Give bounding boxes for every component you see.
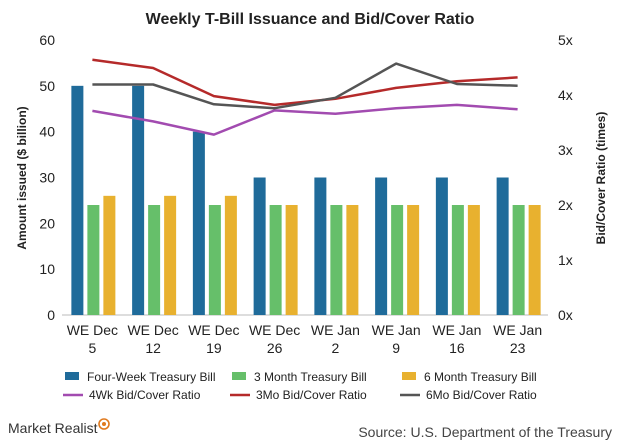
x-tick-label-line: WE Dec bbox=[67, 322, 118, 338]
y-axis-right: 0x 1x 2x 3x 4x 5x bbox=[558, 32, 573, 323]
y2-tick-label: 3x bbox=[558, 142, 573, 158]
y2-tick-label: 4x bbox=[558, 87, 573, 103]
x-tick-label-line: 2 bbox=[331, 340, 339, 356]
x-tick-label-line: WE Jan bbox=[372, 322, 421, 338]
x-tick-label-line: 5 bbox=[88, 340, 96, 356]
y2-tick-label: 1x bbox=[558, 252, 573, 268]
x-tick-label: WE Dec 5 bbox=[67, 322, 118, 356]
bar bbox=[224, 195, 237, 315]
y-tick-label: 10 bbox=[39, 261, 55, 277]
x-tick-label: WE Jan 9 bbox=[372, 322, 421, 356]
legend: Four-Week Treasury Bill 3 Month Treasury … bbox=[63, 370, 537, 402]
y-tick-label: 40 bbox=[39, 124, 55, 140]
x-tick-label-line: WE Jan bbox=[432, 322, 481, 338]
bar bbox=[314, 177, 327, 315]
bar bbox=[285, 205, 298, 315]
brand-mark-icon bbox=[98, 418, 110, 430]
legend-label: 4Wk Bid/Cover Ratio bbox=[89, 388, 201, 402]
bar-series-group bbox=[71, 85, 541, 315]
bar bbox=[330, 205, 343, 315]
x-tick-label-line: WE Dec bbox=[249, 322, 300, 338]
bar bbox=[391, 205, 404, 315]
x-tick-label: WE Jan 16 bbox=[432, 322, 481, 356]
x-tick-label-line: WE Dec bbox=[127, 322, 178, 338]
series-line bbox=[92, 103, 518, 136]
bar bbox=[512, 205, 525, 315]
y-tick-label: 50 bbox=[39, 78, 55, 94]
brand-name: Market Realist bbox=[8, 420, 98, 436]
y-axis-title: Amount issued ($ billion) bbox=[15, 106, 29, 249]
series-line bbox=[92, 62, 518, 110]
bar bbox=[192, 131, 205, 315]
y-axis-left: 0 10 20 30 40 50 60 bbox=[39, 32, 55, 323]
x-tick-label-line: 9 bbox=[392, 340, 400, 356]
y2-tick-label: 0x bbox=[558, 307, 573, 323]
y2-tick-label: 5x bbox=[558, 32, 573, 48]
bar bbox=[269, 205, 282, 315]
legend-label: Four-Week Treasury Bill bbox=[87, 370, 215, 384]
bar bbox=[71, 85, 84, 315]
x-tick-label-line: WE Dec bbox=[188, 322, 239, 338]
bar bbox=[407, 205, 420, 315]
bar bbox=[375, 177, 388, 315]
bar bbox=[496, 177, 509, 315]
x-tick-label-line: 19 bbox=[206, 340, 222, 356]
bar bbox=[451, 205, 464, 315]
y2-tick-label: 2x bbox=[558, 197, 573, 213]
x-tick-label: WE Jan 2 bbox=[311, 322, 360, 356]
bar bbox=[208, 205, 221, 315]
bar bbox=[467, 205, 480, 315]
bar bbox=[103, 195, 116, 315]
bar bbox=[87, 205, 100, 315]
x-tick-label-line: 23 bbox=[510, 340, 526, 356]
brand-logo: Market Realist bbox=[8, 418, 110, 436]
x-tick-label: WE Jan 23 bbox=[493, 322, 542, 356]
x-tick-label-line: 12 bbox=[145, 340, 161, 356]
bar bbox=[253, 177, 266, 315]
brand-mark-dot bbox=[102, 422, 106, 426]
bar bbox=[346, 205, 359, 315]
bar bbox=[164, 195, 177, 315]
chart-title: Weekly T-Bill Issuance and Bid/Cover Rat… bbox=[146, 11, 475, 28]
bar bbox=[148, 205, 161, 315]
legend-label: 3 Month Treasury Bill bbox=[254, 370, 367, 384]
bar bbox=[435, 177, 448, 315]
y-tick-label: 20 bbox=[39, 215, 55, 231]
x-tick-label-line: WE Jan bbox=[493, 322, 542, 338]
x-tick-label-line: 16 bbox=[449, 340, 465, 356]
source-note: Source: U.S. Department of the Treasury bbox=[358, 424, 612, 440]
bar bbox=[132, 85, 145, 315]
legend-label: 6Mo Bid/Cover Ratio bbox=[426, 388, 537, 402]
y-tick-label: 60 bbox=[39, 32, 55, 48]
bar bbox=[528, 205, 541, 315]
x-tick-label-line: WE Jan bbox=[311, 322, 360, 338]
y2-axis-title: Bid/Cover Ratio (times) bbox=[594, 112, 608, 245]
line-series-group bbox=[92, 58, 518, 136]
legend-label: 3Mo Bid/Cover Ratio bbox=[256, 388, 367, 402]
legend-label: 6 Month Treasury Bill bbox=[424, 370, 537, 384]
legend-swatch bbox=[232, 372, 246, 380]
x-tick-label: WE Dec 12 bbox=[127, 322, 178, 356]
y-tick-label: 0 bbox=[47, 307, 55, 323]
x-tick-label-line: 26 bbox=[267, 340, 283, 356]
legend-swatch bbox=[402, 372, 416, 380]
x-tick-label: WE Dec 26 bbox=[249, 322, 300, 356]
y-tick-label: 30 bbox=[39, 170, 55, 186]
legend-swatch bbox=[65, 372, 79, 380]
x-tick-label: WE Dec 19 bbox=[188, 322, 239, 356]
